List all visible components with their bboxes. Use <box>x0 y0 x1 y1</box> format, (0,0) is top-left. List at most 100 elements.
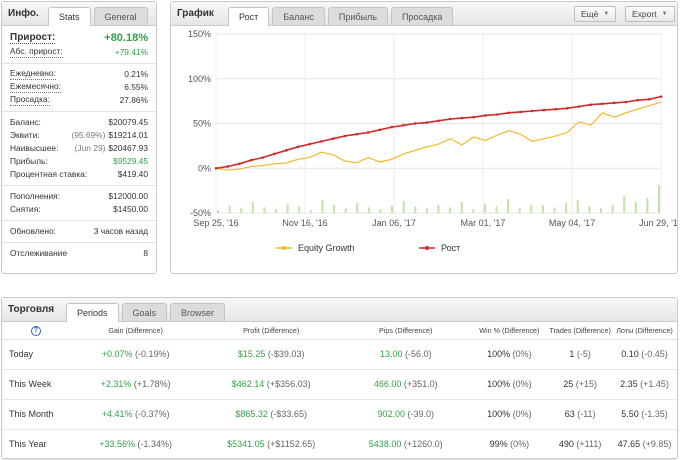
growth-point <box>601 102 604 106</box>
growth-point <box>413 122 417 125</box>
more-button[interactable]: Ещё ▼ <box>574 6 617 22</box>
volume-bar <box>449 207 452 213</box>
lots-value: 0.10 <box>621 349 639 359</box>
deposits-row: Пополнения: $12000.00 <box>2 190 156 203</box>
export-button[interactable]: Export ▼ <box>625 6 675 22</box>
pips-diff: (-56.0) <box>404 349 432 359</box>
divider <box>2 185 156 186</box>
divider <box>2 63 156 64</box>
chart-panel-header: График Рост Баланс Прибыль Просадка Ещё ▼… <box>171 2 677 26</box>
chart-panel-title: График <box>177 8 214 19</box>
period-label: This Year <box>9 439 47 449</box>
column-header: Gain (Difference) <box>69 322 202 340</box>
x-tick-label: May 04, '17 <box>549 218 595 228</box>
growth-point <box>507 111 511 115</box>
growth-point <box>659 95 663 98</box>
daily-label[interactable]: Ежедневно: <box>10 68 56 80</box>
growth-point <box>530 109 534 113</box>
volume-bar <box>414 206 417 213</box>
help-icon[interactable]: ? <box>30 325 41 336</box>
updated-row: Обновлено: 3 часов назад <box>2 225 156 238</box>
volume-bar <box>599 208 602 213</box>
deposits-value: $12000.00 <box>108 191 148 201</box>
growth-row: Прирост: +80.18% <box>2 29 156 46</box>
table-header-row: ? Gain (Difference) Profit (Difference) … <box>2 322 677 340</box>
legend-marker <box>425 246 429 250</box>
profit-diff: (-$39.03) <box>267 349 305 359</box>
tab-periods[interactable]: Periods <box>66 303 119 322</box>
tab-browser[interactable]: Browser <box>170 303 226 321</box>
growth-point <box>366 131 370 134</box>
trades-value: 490 <box>558 439 574 449</box>
gain-value: +33.56% <box>99 439 135 449</box>
monthly-value: 6.55% <box>124 82 148 92</box>
monthly-label[interactable]: Ежемесячно: <box>10 81 61 93</box>
balance-row: Баланс: $20079.45 <box>2 116 156 129</box>
growth-point <box>495 113 499 116</box>
trades-diff: (-11) <box>577 409 596 419</box>
table-cell: 902.00 (-39.0) <box>340 399 471 430</box>
trades-diff: (+111) <box>576 439 602 449</box>
highest-row: Наивысшее: (Jun 29) $20467.93 <box>2 142 156 155</box>
equity-value: $19214.01 <box>108 130 148 140</box>
profit-value: $5341.05 <box>227 439 265 449</box>
x-tick-label: Nov 16, '16 <box>282 218 327 228</box>
growth-label[interactable]: Прирост: <box>10 31 56 44</box>
growth-point <box>273 152 276 156</box>
growth-point <box>612 101 616 105</box>
volume-bar <box>507 199 510 213</box>
x-tick-label: Mar 01, '17 <box>461 218 506 228</box>
trading-panel-title: Торговля <box>8 304 55 315</box>
lots-value: 47.65 <box>617 439 641 449</box>
gain-diff: (-0.19%) <box>135 349 170 359</box>
profit-diff: (+$1152.65) <box>267 439 316 449</box>
growth-chart: 150% 100% 50% 0% -50%Sep 25, '16 Nov 16, '16 J… <box>188 29 677 253</box>
volume-bar <box>611 204 614 213</box>
tab-stats[interactable]: Stats <box>48 7 91 26</box>
volume-bar <box>541 205 544 213</box>
table-cell: 100% (0%) <box>470 369 549 400</box>
column-header: Лоты (Difference) <box>612 322 677 340</box>
volume-bar <box>344 208 347 213</box>
tracking-row: Отслеживание 8 <box>2 247 156 260</box>
lots-value: 5.50 <box>621 409 639 419</box>
table-cell: $5341.05 (+$1152.65) <box>201 429 341 460</box>
tracking-value[interactable]: 8 <box>143 248 148 258</box>
tab-drawdown[interactable]: Просадка <box>390 7 454 25</box>
growth-point <box>402 123 405 127</box>
volume-bar <box>379 209 382 213</box>
tab-balance[interactable]: Баланс <box>272 7 325 25</box>
tab-general[interactable]: General <box>93 7 148 25</box>
profit-value: $865.32 <box>235 409 268 419</box>
lots-diff: (-1.35) <box>641 409 668 419</box>
growth-point <box>226 165 230 168</box>
growth-point <box>472 115 475 119</box>
tab-profit[interactable]: Прибыль <box>327 7 388 25</box>
gain-value: +2.31% <box>100 379 132 389</box>
pips-diff: (+1260.0) <box>403 439 443 449</box>
period-label: This Week <box>9 379 52 389</box>
tab-goals[interactable]: Goals <box>121 303 168 321</box>
x-tick-label: Sep 25, '16 <box>193 218 238 228</box>
growth-point <box>320 140 323 143</box>
table-cell: 1 (-5) <box>548 339 613 370</box>
pips-diff: (-39.0) <box>407 409 434 419</box>
profit-value: $9529.45 <box>113 156 148 166</box>
tab-growth[interactable]: Рост <box>228 7 270 26</box>
x-tick-label: Jan 06, '17 <box>372 218 416 228</box>
table-cell: This Year <box>2 429 70 460</box>
growth-point <box>437 119 440 123</box>
table-cell: 5438.00 (+1260.0) <box>340 429 471 460</box>
volume-bar <box>275 209 278 213</box>
trades-value: 25 <box>563 379 574 389</box>
pips-value: 5438.00 <box>368 439 402 449</box>
table-cell: $865.32 (-$33.65) <box>201 399 341 430</box>
divider <box>2 111 156 112</box>
abs-growth-label[interactable]: Абс. прирост: <box>10 46 63 58</box>
drawdown-label[interactable]: Просадка: <box>10 94 50 106</box>
drawdown-row: Просадка: 27.86% <box>2 94 156 107</box>
table-cell: 99% (0%) <box>470 429 549 460</box>
pips-value: 466.00 <box>373 379 402 389</box>
table-cell: This Week <box>2 369 70 400</box>
growth-point <box>249 158 253 162</box>
